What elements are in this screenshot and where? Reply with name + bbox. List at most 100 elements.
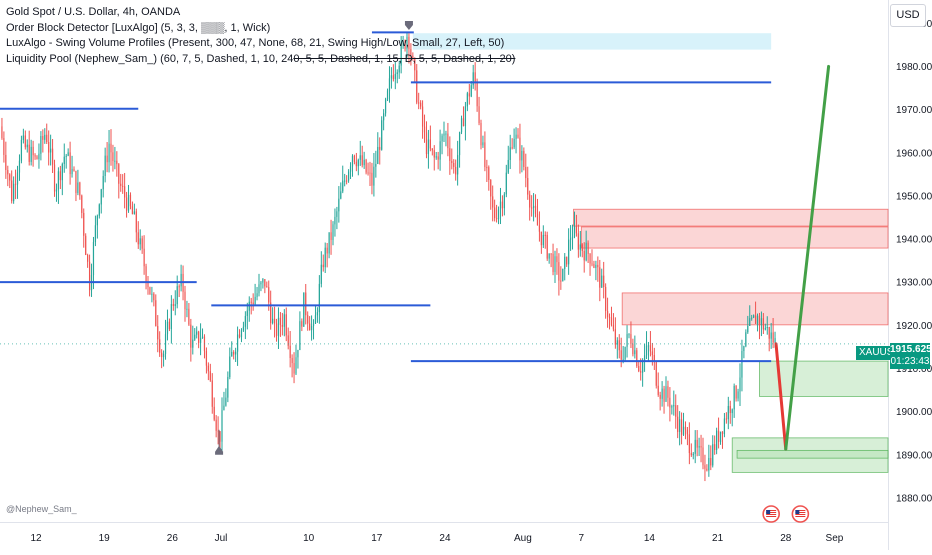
candle-body xyxy=(102,176,104,190)
candle-body xyxy=(125,197,128,211)
demand-zone xyxy=(736,449,889,459)
candle-body xyxy=(420,102,422,107)
candle-body xyxy=(569,238,572,240)
candle-body xyxy=(277,317,280,336)
candle-body xyxy=(412,55,414,59)
x-tick-label: 14 xyxy=(644,533,656,544)
candle-body xyxy=(427,139,430,155)
candle-body xyxy=(645,345,648,356)
candle-body xyxy=(104,155,106,177)
candle-body xyxy=(139,238,141,245)
candle-body xyxy=(332,224,334,240)
candle-body xyxy=(301,321,303,327)
indicator-swing-volume[interactable]: LuxAlgo - Swing Volume Profiles (Present… xyxy=(6,37,505,49)
candle-body xyxy=(601,275,603,288)
candle-body xyxy=(764,328,766,330)
candle-body xyxy=(492,196,494,208)
candle-body xyxy=(564,256,566,269)
candle-body xyxy=(229,356,231,378)
candle-body xyxy=(455,166,457,175)
candle-body xyxy=(433,150,435,158)
candle-body xyxy=(579,244,581,250)
candle-body xyxy=(766,327,768,329)
candle-body xyxy=(472,72,474,86)
candle-body xyxy=(568,239,570,265)
candle-body xyxy=(143,248,145,267)
candle-body xyxy=(51,148,54,165)
x-tick-label: 19 xyxy=(99,533,111,544)
candle-body xyxy=(48,142,50,153)
candle-body xyxy=(556,256,558,263)
candle-body xyxy=(628,334,630,336)
candle-body xyxy=(9,174,11,181)
candle-body xyxy=(554,256,556,273)
candle-body xyxy=(53,164,56,192)
candle-body xyxy=(509,147,511,160)
candle-body xyxy=(507,159,509,173)
candle-body xyxy=(431,148,433,151)
candle-body xyxy=(392,75,394,80)
candle-body xyxy=(83,212,85,236)
candle-body xyxy=(384,99,387,114)
candle-body xyxy=(749,318,751,326)
indicator-liquidity-pool[interactable]: Liquidity Pool (Nephew_Sam_) (60, 7, 5, … xyxy=(6,52,515,68)
candle-body xyxy=(73,168,75,172)
candle-body xyxy=(499,201,502,210)
candle-body xyxy=(495,218,498,220)
candle-body xyxy=(614,329,616,345)
currency-button[interactable]: USD xyxy=(890,4,926,27)
candle-body xyxy=(291,357,293,364)
candle-body xyxy=(285,314,287,336)
candle-body xyxy=(235,351,237,355)
candle-body xyxy=(643,355,646,362)
candle-body xyxy=(429,139,431,149)
candle-body xyxy=(176,286,178,305)
indicator-order-block[interactable]: Order Block Detector [LuxAlgo] (5, 3, 3,… xyxy=(6,21,271,34)
candle-body xyxy=(180,273,182,287)
candle-body xyxy=(717,430,720,442)
symbol-title[interactable]: Gold Spot / U.S. Dollar, 4h, OANDA xyxy=(6,6,181,18)
candle-body xyxy=(256,293,258,297)
candle-body xyxy=(96,215,98,226)
candle-body xyxy=(741,351,743,378)
candle-body xyxy=(671,406,673,408)
candle-body xyxy=(347,171,350,181)
candle-body xyxy=(46,134,48,143)
candle-body xyxy=(363,159,365,166)
candle-body xyxy=(425,132,428,155)
candle-body xyxy=(79,182,81,196)
candle-body xyxy=(612,324,615,330)
candle-body xyxy=(531,207,533,209)
candle-body xyxy=(13,183,15,202)
swing-low-marker xyxy=(215,445,224,455)
candle-body xyxy=(723,418,726,435)
candle-body xyxy=(359,155,361,160)
candle-body xyxy=(521,150,523,161)
us-flag-event-icon[interactable] xyxy=(791,505,810,523)
candle-body xyxy=(114,160,116,162)
candle-body xyxy=(655,362,657,386)
candle-body xyxy=(760,318,763,326)
projection-down-line xyxy=(774,342,788,451)
candle-body xyxy=(231,351,233,357)
candle-body xyxy=(714,444,716,450)
candle-body xyxy=(414,58,416,71)
x-tick-label: 28 xyxy=(780,533,792,544)
candle-body xyxy=(581,244,583,251)
candle-body xyxy=(665,386,667,402)
flag-stripe xyxy=(766,512,777,513)
y-tick-label: 1930.000 xyxy=(896,278,932,289)
candle-body xyxy=(638,366,640,372)
candle-body xyxy=(745,332,747,347)
candle-body xyxy=(488,167,490,180)
us-flag-event-icon[interactable] xyxy=(762,505,780,523)
candle-body xyxy=(67,152,69,156)
candle-body xyxy=(11,180,13,202)
candle-body xyxy=(198,331,200,343)
candle-body xyxy=(61,163,63,181)
y-tick-label: 1910.000 xyxy=(896,364,932,375)
candle-body xyxy=(264,279,266,287)
candle-body xyxy=(244,315,246,327)
